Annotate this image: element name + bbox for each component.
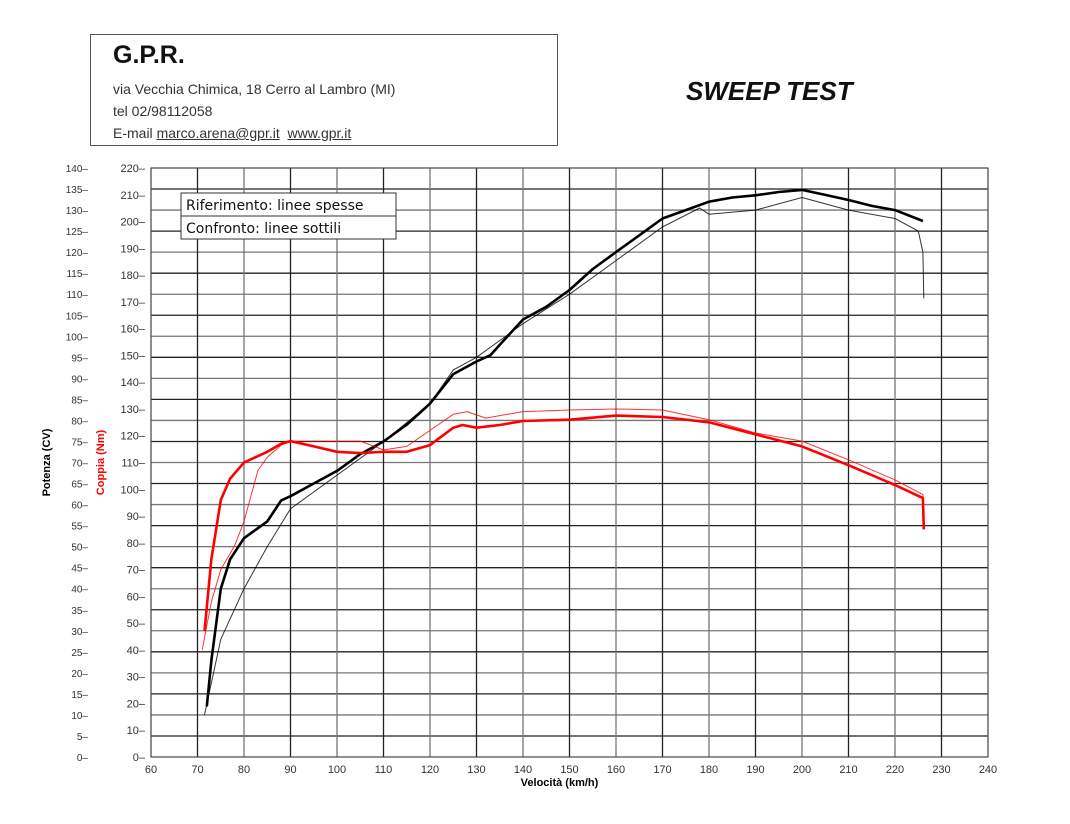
email-label: E-mail (113, 125, 153, 141)
power-tick-label: 75– (71, 437, 88, 448)
series-torque-thick (203, 414, 926, 632)
x-tick-label: 140 (514, 764, 532, 776)
power-tick-label: 120– (66, 248, 89, 259)
website-link[interactable]: www.gpr.it (287, 125, 352, 141)
x-tick-label: 210 (839, 764, 857, 776)
company-name: G.P.R. (113, 41, 185, 69)
torque-tick-label: 100– (121, 484, 146, 496)
torque-tick-label: 10– (127, 725, 146, 737)
chart-title: SWEEP TEST (686, 76, 853, 106)
power-tick-label: 30– (71, 627, 88, 638)
x-tick-label: 100 (328, 764, 346, 776)
power-tick-label: 20– (71, 669, 88, 680)
power-tick-label: 55– (71, 522, 88, 533)
power-tick-label: 95– (71, 353, 88, 364)
plot-frame (150, 167, 989, 758)
series-power-thick (205, 188, 924, 707)
company-info-box: G.P.R. via Vecchia Chimica, 18 Cerro al … (90, 34, 558, 146)
company-phone: tel 02/98112058 (113, 103, 213, 119)
torque-tick-label: 30– (127, 672, 146, 684)
power-tick-label: 135– (66, 185, 89, 196)
torque-tick-label: 50– (127, 618, 146, 630)
x-tick-label: 80 (238, 764, 250, 776)
x-tick-label: 160 (607, 764, 625, 776)
torque-tick-label: 70– (127, 565, 146, 577)
x-tick-label: 200 (793, 764, 811, 776)
torque-tick-label: 90– (127, 511, 146, 523)
x-tick-label: 170 (653, 764, 671, 776)
power-tick-label: 110– (66, 290, 88, 301)
power-tick-label: 0– (77, 753, 89, 764)
power-tick-label: 100– (66, 332, 89, 343)
torque-tick-label: 140– (121, 377, 146, 389)
x-tick-label: 60 (145, 764, 157, 776)
power-tick-label: 40– (71, 585, 88, 596)
power-tick-label: 35– (71, 606, 88, 617)
power-tick-label: 130– (66, 206, 89, 217)
torque-tick-label: 200– (121, 217, 146, 229)
torque-tick-label: 120– (121, 431, 146, 443)
company-address: via Vecchia Chimica, 18 Cerro al Lambro … (113, 81, 396, 97)
power-tick-label: 65– (71, 480, 88, 491)
power-tick-label: 125– (66, 227, 89, 238)
y-axis-label-power: Potenza (CV) (41, 428, 53, 496)
x-tick-label: 150 (560, 764, 578, 776)
x-tick-label: 230 (932, 764, 950, 776)
x-tick-label: 220 (886, 764, 904, 776)
series-torque-thin (201, 408, 925, 650)
company-contacts: E-mail marco.arena@gpr.it www.gpr.it (113, 125, 351, 141)
torque-tick-label: 180– (121, 270, 146, 282)
y-axis-label-torque: Coppia (Nm) (95, 429, 107, 495)
power-tick-label: 105– (66, 311, 89, 322)
x-tick-label: 240 (979, 764, 997, 776)
email-link[interactable]: marco.arena@gpr.it (156, 125, 280, 141)
power-tick-label: 25– (71, 648, 88, 659)
x-tick-label: 130 (467, 764, 485, 776)
power-tick-label: 115– (66, 269, 88, 280)
torque-tick-label: 0– (133, 752, 146, 764)
power-tick-label: 5– (77, 732, 89, 743)
power-tick-label: 85– (71, 395, 88, 406)
x-tick-label: 110 (375, 764, 393, 776)
x-tick-label: 120 (421, 764, 439, 776)
torque-tick-label: 60– (127, 591, 146, 603)
x-axis-label: Velocità (km/h) (521, 777, 599, 789)
series-power-thin (204, 197, 925, 716)
torque-tick-label: 130– (121, 404, 146, 416)
x-tick-label: 90 (284, 764, 296, 776)
torque-tick-label: 210– (121, 190, 146, 202)
power-tick-label: 50– (71, 543, 88, 554)
torque-tick-label: 150– (121, 350, 146, 362)
power-tick-label: 90– (71, 374, 88, 385)
power-tick-label: 60– (71, 501, 88, 512)
power-tick-label: 140– (66, 164, 89, 175)
torque-tick-label: 190– (121, 243, 146, 255)
x-tick-label: 180 (700, 764, 718, 776)
torque-tick-label: 220– (121, 163, 146, 175)
x-tick-label: 70 (191, 764, 203, 776)
torque-tick-label: 110– (121, 458, 146, 470)
legend-entry: Riferimento: linee spesse (186, 198, 363, 214)
torque-tick-label: 160– (121, 324, 146, 336)
power-tick-label: 45– (71, 564, 88, 575)
power-tick-label: 10– (71, 711, 88, 722)
power-tick-label: 70– (71, 459, 88, 470)
legend-entry: Confronto: linee sottili (186, 221, 341, 237)
torque-tick-label: 170– (121, 297, 146, 309)
x-tick-label: 190 (746, 764, 764, 776)
torque-tick-label: 40– (127, 645, 146, 657)
torque-tick-label: 80– (127, 538, 146, 550)
power-tick-label: 80– (71, 416, 88, 427)
torque-tick-label: 20– (127, 698, 146, 710)
power-tick-label: 15– (71, 690, 88, 701)
